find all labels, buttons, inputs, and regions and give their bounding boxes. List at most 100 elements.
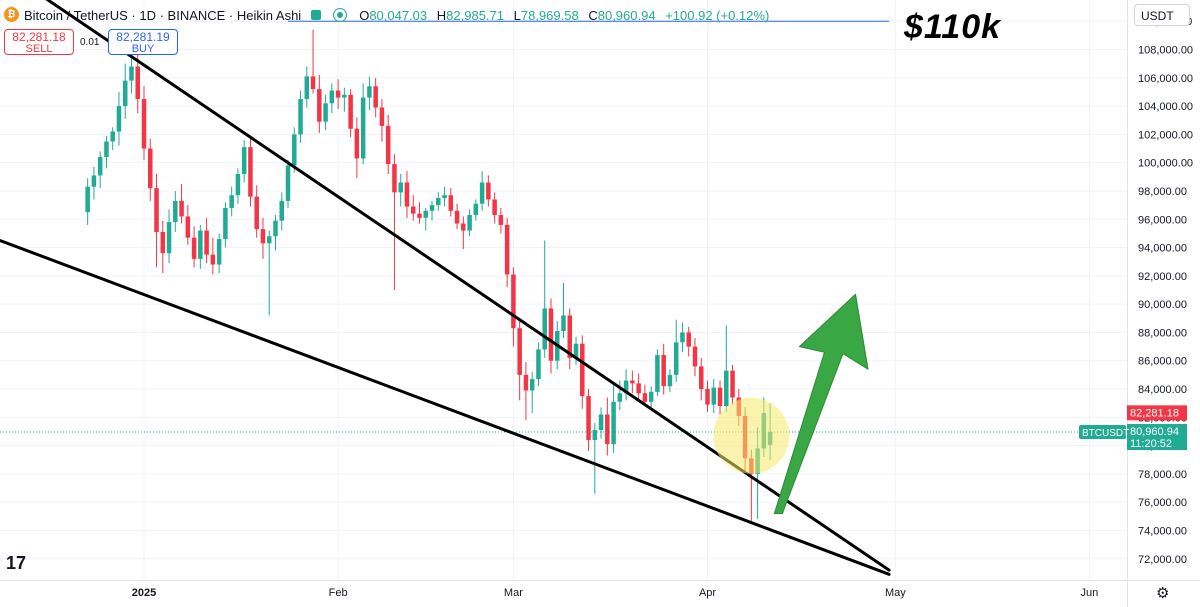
buy-button[interactable]: 82,281.19 BUY [108,29,178,55]
price-tag-label: 80,960.94 [1130,426,1179,438]
candle-body [680,332,685,343]
y-tick-label: 98,000.00 [1138,186,1187,198]
y-tick-label: 84,000.00 [1138,384,1187,396]
candle-body [417,213,422,218]
gear-icon[interactable]: ⚙ [1156,585,1170,602]
close-value: 80,960.94 [597,7,656,23]
symbol-tag-label: BTCUSDT [1082,428,1129,439]
candle-body [705,389,710,405]
candle-body [461,223,466,231]
candle-body [191,237,197,259]
sell-label: SELL [25,43,53,55]
candle-body [623,380,629,394]
low-label: L [513,7,521,23]
candle-body [348,94,353,129]
price-tag-bg [1127,424,1187,451]
candle-body [473,203,479,216]
candle-body [254,196,259,230]
candle-body [379,107,385,126]
candle-body [448,195,454,211]
live-dot-icon [333,8,348,22]
currency-select[interactable]: USDT [1134,4,1190,26]
x-tick-label: Jun [1081,587,1099,599]
x-tick-label: Apr [699,587,716,599]
candle-body [598,414,604,431]
change-value: +100.92 (+0.12%) [665,7,770,23]
candle-body [404,182,410,207]
sell-button[interactable]: 82,281.18 SELL [4,29,74,55]
bitcoin-coin-icon: ₿ [4,7,19,22]
candle-body [642,393,648,402]
candle-body [673,342,679,375]
x-tick-label: Mar [504,587,523,599]
y-tick-label: 72,000.00 [1138,554,1187,566]
candle-body [648,391,654,402]
high-label: H [436,7,447,23]
candle-body [141,99,147,149]
sell-price: 82,281.18 [12,30,66,44]
candle-body [548,308,554,361]
green-arrow [773,293,869,515]
candle-body [385,125,391,165]
candle-body [486,182,491,200]
candle-body [398,182,403,193]
spread-value: 0.01 [80,37,100,48]
y-tick-label: 104,000.00 [1138,101,1193,113]
candle-body [273,220,278,237]
y-tick-label: 78,000.00 [1138,469,1187,481]
candle-body [661,355,666,387]
candle-body [567,315,573,358]
candle-body [686,332,691,347]
symbol-title[interactable]: Bitcoin / TetherUS · 1D · BINANCE · Heik… [24,7,302,23]
candle-body [204,230,209,255]
candle-body [198,230,203,259]
candle-body [511,274,516,329]
candle-body [561,315,566,332]
highlight-circle [713,397,790,474]
candle-body [429,205,435,211]
candle-body [298,99,303,135]
candle-body [586,396,591,440]
candle-body [655,355,660,392]
candle-body [498,215,504,225]
candle-body [116,106,122,132]
candle-body [85,186,90,213]
candle-body [360,97,366,159]
x-tick-label: May [885,587,906,599]
candle-body [342,94,347,98]
buy-label: BUY [131,43,155,55]
candle-body [122,80,128,107]
candle-body [185,216,191,238]
candle-body [229,195,234,208]
candle-body [304,76,310,100]
candle-body [367,86,372,98]
low-value: 78,969.58 [520,7,579,23]
y-tick-label: 74,000.00 [1138,525,1187,537]
candle-body [523,374,529,391]
tradingview-logo[interactable]: 17 [6,553,27,573]
candle-body [97,157,103,176]
open-value: 80,047.03 [369,7,428,23]
candle-body [285,165,291,201]
candle-body [717,387,723,406]
candle-body [104,141,109,158]
y-tick-label: 86,000.00 [1138,356,1187,368]
candle-body [335,90,341,98]
price-tag-countdown: 11:20:52 [1130,438,1172,450]
candle-body [630,380,635,384]
flag-icon[interactable] [311,10,322,20]
candle-body [529,379,535,391]
candle-body [179,200,184,217]
candle-body [166,222,172,254]
candle-body [216,239,222,265]
candle-body [698,366,704,390]
candle-body [154,188,159,232]
candle-body [611,401,616,445]
candle-body [210,254,216,265]
y-tick-label: 102,000.00 [1138,129,1193,141]
candle-body [110,131,115,142]
candle-body [492,199,497,216]
candle-body [730,370,735,398]
